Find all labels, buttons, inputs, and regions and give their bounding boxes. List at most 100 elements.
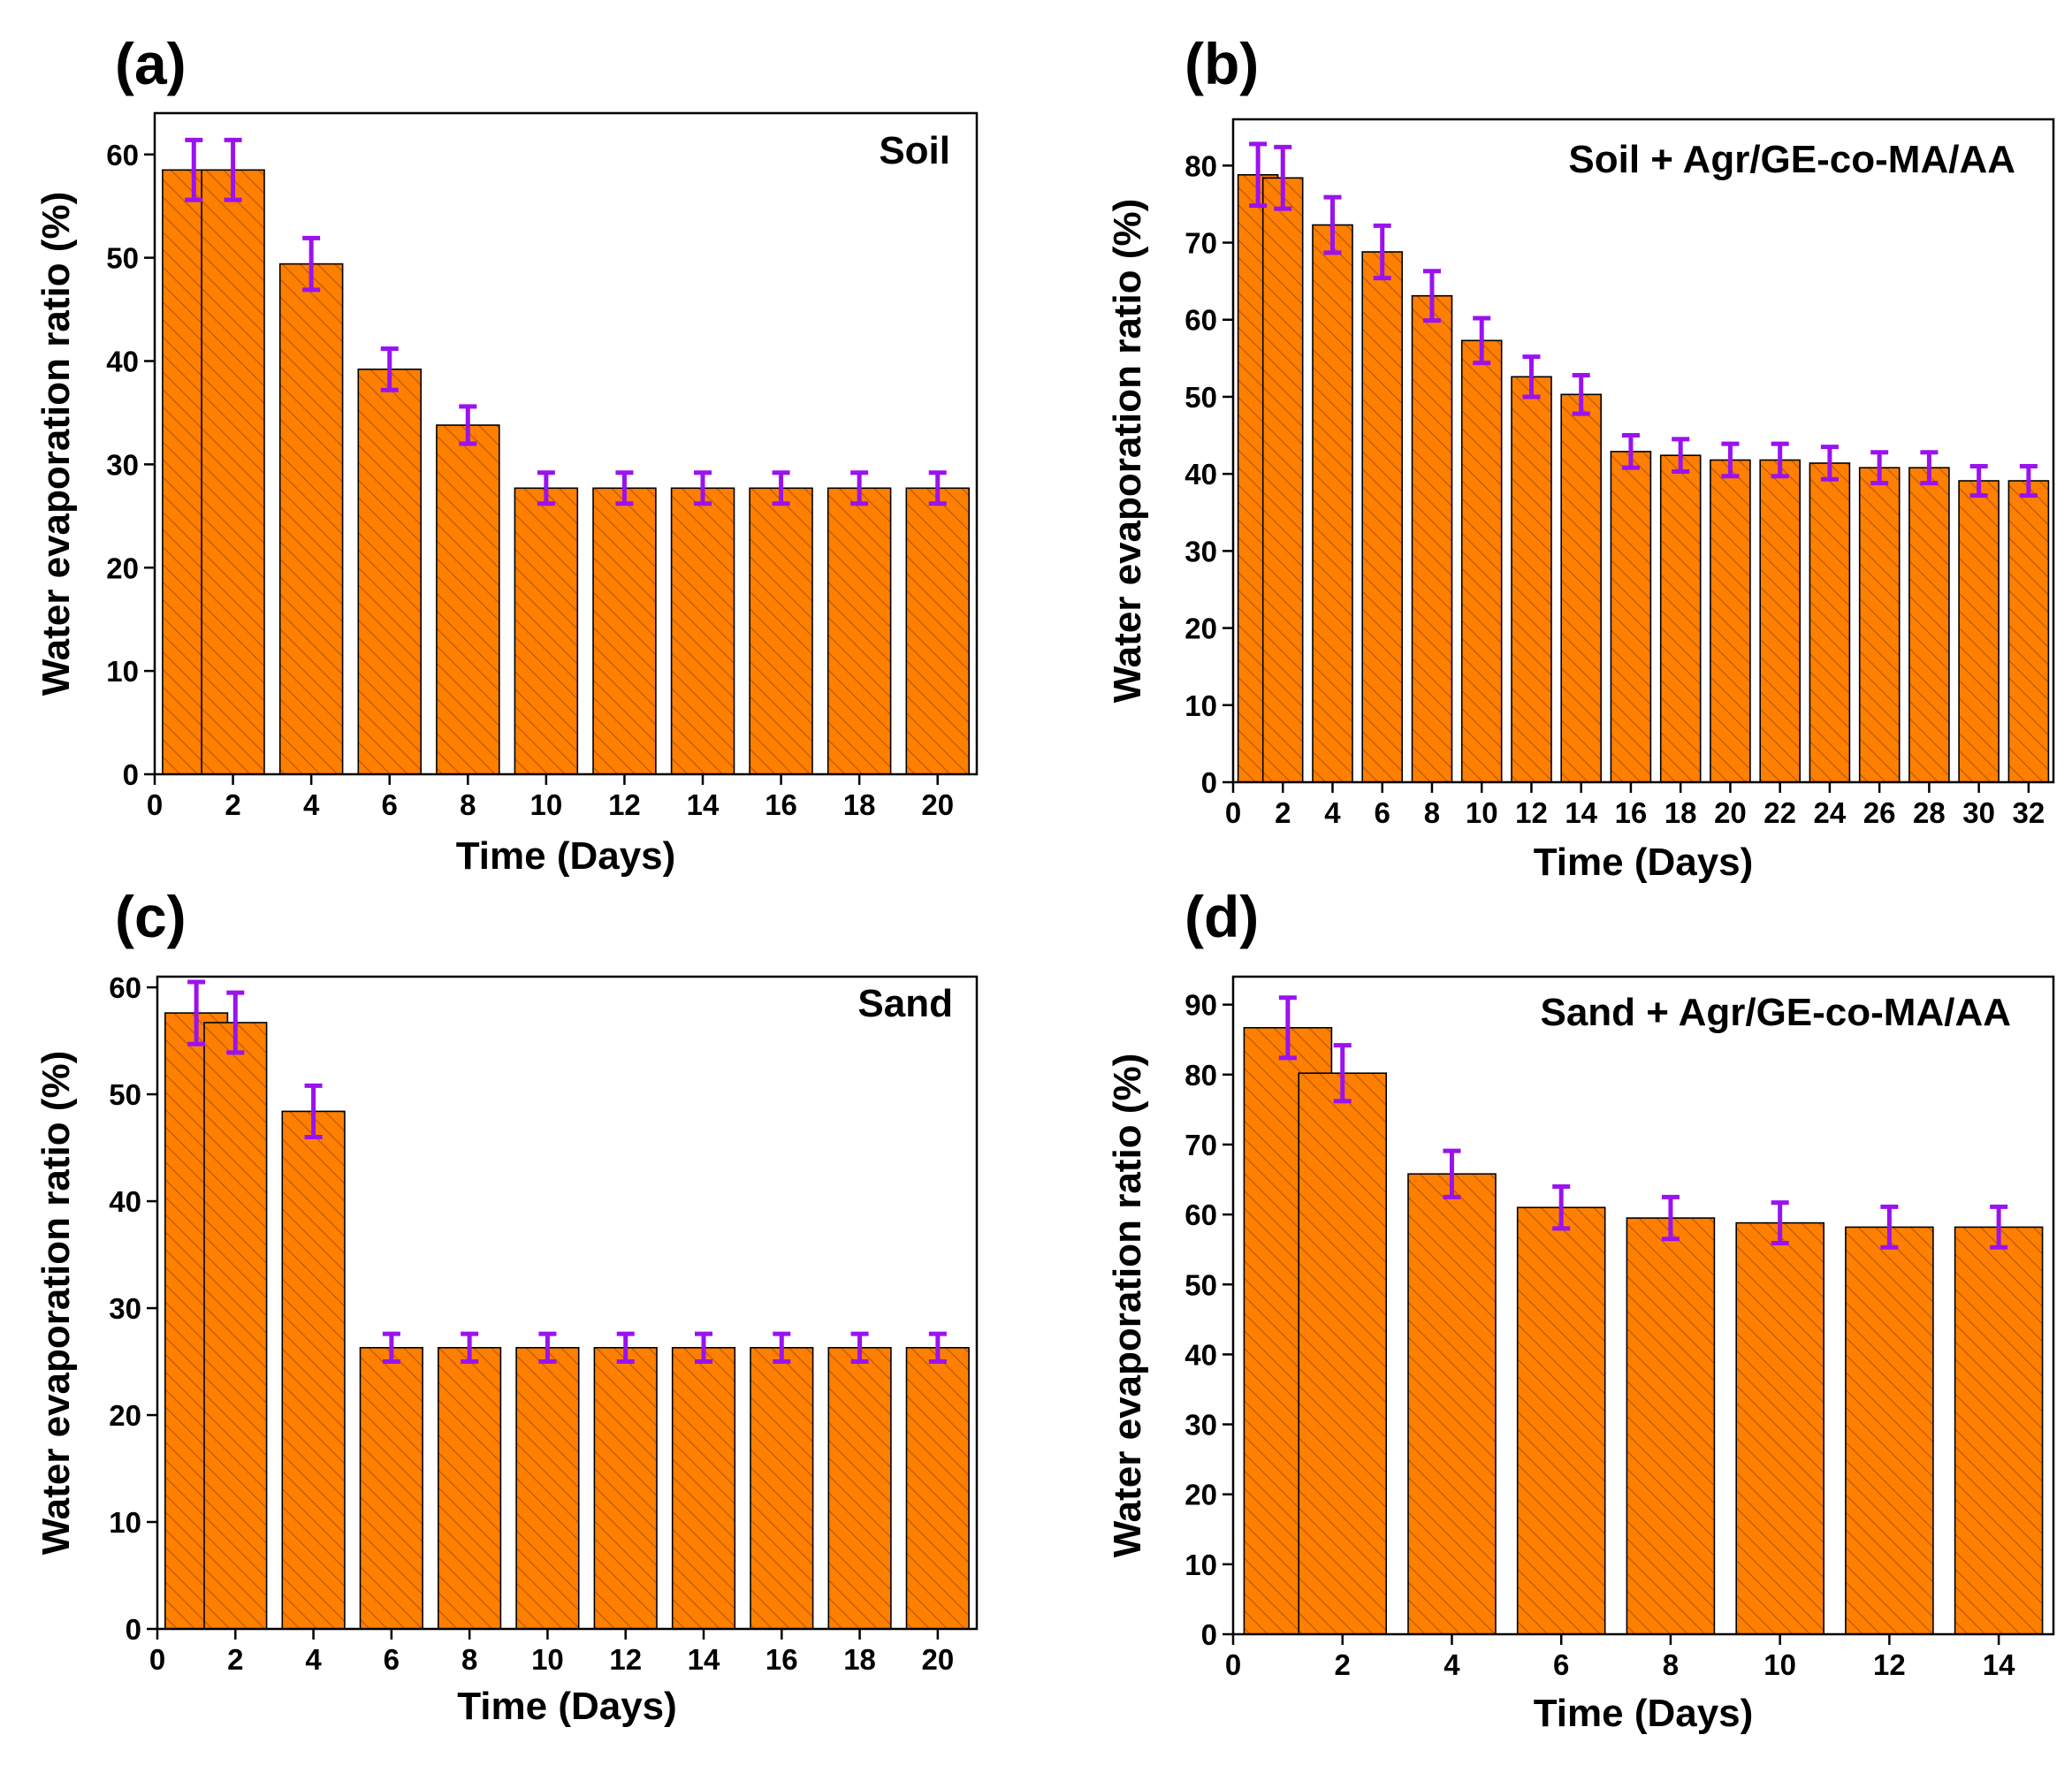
bar: [749, 487, 813, 775]
x-tick-label: 10: [531, 1643, 564, 1676]
x-axis-title: Time (Days): [457, 1685, 677, 1728]
y-tick-label: 20: [109, 1399, 141, 1432]
bar: [827, 1347, 892, 1630]
bar: [1511, 376, 1552, 783]
x-tick-label: 30: [1962, 796, 1995, 829]
x-tick-label: 12: [608, 788, 641, 821]
plot-frame: [1231, 975, 2055, 1636]
error-bar: [1870, 450, 1889, 486]
legend-label: Soil: [879, 129, 950, 172]
y-tick-label: 30: [106, 448, 139, 481]
legend-label: Sand: [857, 982, 953, 1025]
y-tick-label: 0: [1201, 1618, 1217, 1651]
x-tick-label: 26: [1863, 796, 1896, 829]
bar: [359, 1347, 423, 1630]
x-tick-label: 8: [461, 1643, 477, 1676]
y-tick-label: 90: [1185, 989, 1217, 1022]
y-tick-label: 10: [106, 655, 139, 688]
plot-frame: [153, 111, 979, 776]
error-bar: [928, 1331, 947, 1365]
bar: [593, 1347, 658, 1630]
error-bar: [1771, 441, 1789, 479]
y-tick-label: 40: [1185, 1338, 1217, 1371]
error-bar: [459, 404, 477, 446]
error-bar: [1990, 1204, 2008, 1250]
bar: [436, 424, 500, 775]
y-tick-label: 50: [106, 242, 139, 275]
y-tick-label: 0: [1201, 766, 1217, 799]
bar: [1809, 462, 1851, 783]
bar: [1954, 1226, 2044, 1635]
x-tick-label: 2: [1335, 1648, 1351, 1681]
error-bar: [382, 1331, 400, 1365]
bar: [1659, 454, 1702, 783]
bar: [1908, 467, 1950, 783]
x-tick-label: 14: [1565, 796, 1597, 829]
bar: [2007, 480, 2050, 783]
error-bar: [380, 346, 399, 392]
x-tick-label: 14: [688, 1643, 720, 1676]
y-axis-title: Water evaporation ratio (%): [34, 192, 78, 696]
x-tick-label: 32: [2013, 796, 2045, 829]
error-bar: [1969, 463, 1988, 498]
bar: [1560, 393, 1602, 783]
bar: [1759, 459, 1801, 783]
bar: [670, 487, 735, 775]
x-tick-label: 10: [1763, 1648, 1796, 1681]
x-tick-label: 12: [609, 1643, 642, 1676]
y-tick-label: 10: [1185, 1549, 1217, 1581]
error-bar: [1249, 141, 1268, 209]
x-tick-label: 4: [1324, 796, 1341, 829]
y-tick-label: 70: [1185, 1129, 1217, 1161]
error-bar: [1721, 441, 1740, 479]
bar: [1858, 467, 1901, 783]
error-bar: [1920, 450, 1939, 486]
x-tick-label: 18: [843, 788, 876, 821]
x-tick-label: 0: [147, 788, 163, 821]
bar: [1626, 1217, 1716, 1635]
bar: [905, 487, 971, 775]
y-tick-label: 30: [109, 1292, 141, 1325]
y-tick-label: 0: [123, 758, 139, 791]
x-tick-label: 22: [1763, 796, 1796, 829]
x-tick-label: 28: [1913, 796, 1946, 829]
panel-label: (a): [115, 31, 187, 96]
error-bar: [1373, 223, 1391, 281]
y-tick-label: 40: [106, 346, 139, 378]
x-tick-label: 6: [382, 788, 398, 821]
error-bar: [1443, 1148, 1461, 1199]
error-bar: [772, 470, 790, 506]
x-tick-label: 0: [1225, 1648, 1241, 1681]
error-bar: [1621, 433, 1640, 470]
y-tick-label: 80: [1185, 149, 1217, 182]
chart-panel-d: 0 10 20 30 40 50 60 70 80 90 0 2 4 6 8 10 12 14 Time (Days…: [1106, 884, 2055, 1735]
bar: [281, 1110, 346, 1630]
x-tick-label: 16: [1615, 796, 1648, 829]
bar: [750, 1347, 814, 1630]
plot-frame: [156, 975, 979, 1631]
y-tick-label: 60: [109, 971, 141, 1004]
error-bar: [695, 1331, 712, 1365]
bar: [1298, 1072, 1387, 1635]
x-tick-label: 16: [765, 788, 797, 821]
bar: [1407, 1173, 1497, 1635]
bar: [1460, 339, 1503, 783]
error-bar: [1278, 995, 1297, 1061]
plot-frame: [1231, 118, 2055, 784]
legend-label: Sand + Agr/GE-co-MA/AA: [1540, 991, 2011, 1034]
error-bar: [1771, 1200, 1789, 1246]
error-bar: [302, 235, 321, 293]
error-bar: [1522, 354, 1541, 399]
bar: [905, 1347, 970, 1630]
bar: [1312, 224, 1353, 783]
error-bar: [615, 470, 634, 506]
x-tick-label: 0: [149, 1643, 165, 1676]
bar: [1361, 251, 1403, 783]
bar: [278, 263, 344, 775]
x-tick-label: 2: [225, 788, 240, 821]
bar: [515, 1347, 580, 1630]
error-bar: [850, 1331, 869, 1365]
y-tick-label: 70: [1185, 227, 1217, 260]
